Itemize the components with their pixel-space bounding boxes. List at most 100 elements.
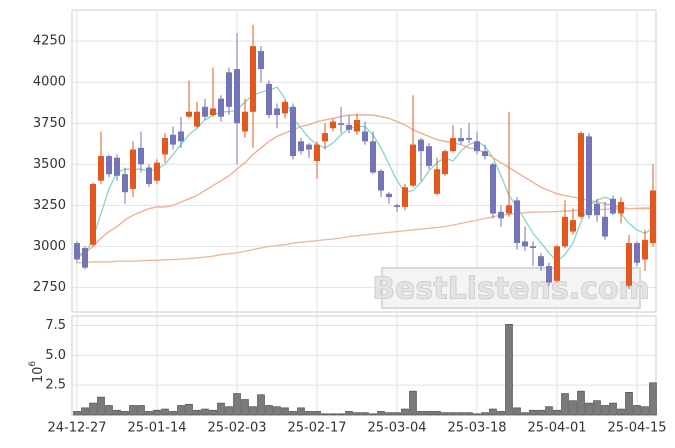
candle-body [610, 198, 616, 214]
candle-body [498, 211, 504, 219]
volume-bar [145, 411, 153, 416]
candle-body [314, 144, 320, 161]
candle-body [650, 190, 656, 244]
volume-bar [225, 406, 233, 416]
candle-body [442, 151, 448, 175]
candle-body [602, 216, 608, 237]
candle-body [538, 256, 544, 267]
y-tick-label: 3500 [33, 157, 66, 172]
candle-body [562, 216, 568, 247]
volume-bar [265, 405, 273, 416]
volume-bar [321, 413, 329, 416]
volume-bar [441, 412, 449, 416]
candle-body [394, 205, 400, 207]
candle-body [162, 138, 168, 155]
x-tick-label: 24-12-27 [47, 421, 106, 436]
volume-bar [625, 392, 633, 416]
candle-body [450, 138, 456, 152]
candle-body [226, 72, 232, 107]
volume-bar [193, 409, 201, 416]
volume-bar [425, 411, 433, 416]
candle-body [154, 162, 160, 181]
volume-bar [273, 406, 281, 416]
y-tick-label: 3750 [33, 116, 66, 131]
volume-bar [649, 382, 657, 416]
volume-bar [257, 394, 265, 416]
moving-average-line [76, 114, 653, 259]
volume-bar [329, 413, 337, 416]
candle-body [586, 136, 592, 216]
candle-body [626, 243, 632, 286]
volume-panel [71, 315, 657, 416]
candle-body [130, 149, 136, 189]
volume-axis-label: 106 [28, 361, 46, 384]
candle-body [634, 243, 640, 263]
volume-bar [377, 411, 385, 416]
candle-body [474, 141, 480, 152]
candle-body [282, 101, 288, 114]
candle-body [354, 119, 360, 132]
volume-bar [249, 406, 257, 416]
volume-bar [81, 407, 89, 416]
volume-bar [633, 405, 641, 416]
volume-bar [113, 409, 121, 416]
volume-bar [465, 412, 473, 416]
candle-body [170, 134, 176, 145]
y-tick-label: 4000 [33, 75, 66, 90]
volume-bar [297, 407, 305, 416]
x-tick-label: 25-02-03 [207, 421, 266, 436]
y-tick-label: 2.5 [45, 378, 66, 393]
volume-bar [401, 408, 409, 416]
y-tick-label: 3250 [33, 198, 66, 213]
candle-body [146, 167, 152, 184]
volume-bar [73, 411, 81, 416]
candle-body [490, 164, 496, 214]
volume-bar [385, 412, 393, 416]
moving-average-line [77, 207, 654, 264]
price-panel [71, 9, 657, 313]
candle-body [418, 139, 424, 152]
volume-bar [281, 407, 289, 416]
volume-bar [457, 412, 465, 416]
candle-body [522, 241, 528, 247]
volume-bar [169, 411, 177, 416]
x-tick-label: 25-01-14 [127, 421, 186, 436]
volume-bar [529, 409, 537, 416]
volume-bar [497, 411, 505, 416]
volume-bar [409, 390, 417, 416]
volume-bar [369, 413, 377, 416]
candle-body [514, 200, 520, 244]
volume-bar [577, 390, 585, 416]
candle-body [98, 156, 104, 181]
volume-bar [593, 400, 601, 416]
volume-bar [545, 406, 553, 416]
y-tick-label: 3000 [33, 239, 66, 254]
volume-bar [209, 409, 217, 416]
y-tick-label: 5.0 [45, 348, 66, 363]
candle-body [210, 108, 216, 116]
candle-body [298, 141, 304, 152]
volume-bar [505, 324, 513, 416]
volume-bar [601, 405, 609, 416]
candle-body [426, 146, 432, 166]
volume-bar [561, 393, 569, 416]
candle-body [114, 157, 120, 176]
candle-body [482, 151, 488, 157]
volume-bar [537, 409, 545, 416]
x-tick-label: 25-02-17 [287, 421, 346, 436]
candle-body [434, 169, 440, 194]
volume-bar [345, 411, 353, 416]
candle-body [306, 144, 312, 150]
y-tick-label: 7.5 [45, 318, 66, 333]
axis-scale-base: 10 [31, 367, 46, 384]
candle-body [234, 69, 240, 124]
x-tick-label: 25-03-04 [367, 421, 426, 436]
candle-body [74, 243, 80, 260]
volume-bar [569, 400, 577, 416]
watermark-box: BestListens.com [372, 267, 650, 309]
candle-body [594, 203, 600, 216]
candle-body [570, 220, 576, 232]
watermark-frame [381, 267, 641, 309]
candle-body [274, 108, 280, 116]
volume-bar [153, 409, 161, 416]
